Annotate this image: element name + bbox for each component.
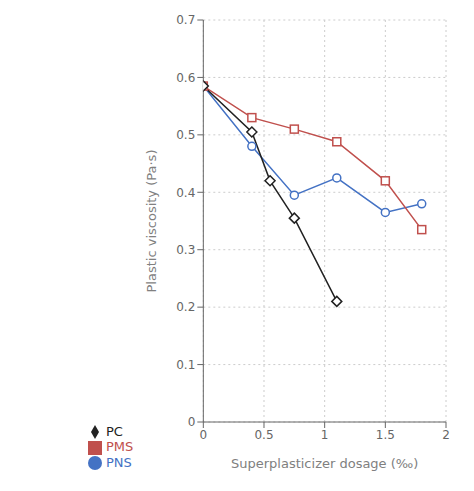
html-text:PC: PC <box>106 423 123 439</box>
svg-text:Plastic viscosity (Pa·s): Plastic viscosity (Pa·s) <box>144 150 159 293</box>
svg-text:0.6: 0.6 <box>176 71 195 85</box>
svg-text:0.5: 0.5 <box>254 428 273 442</box>
svg-text:0.4: 0.4 <box>176 186 195 200</box>
svg-text:0.3: 0.3 <box>176 243 195 257</box>
svg-text:2: 2 <box>442 428 450 442</box>
svg-text:0.5: 0.5 <box>176 128 195 142</box>
svg-text:0: 0 <box>188 415 196 429</box>
svg-text:0.2: 0.2 <box>176 300 195 314</box>
svg-text:1.5: 1.5 <box>376 428 395 442</box>
html-text:PMS: PMS <box>106 439 134 454</box>
svg-text:0: 0 <box>199 428 207 442</box>
svg-text:0.1: 0.1 <box>176 358 195 372</box>
svg-text:1: 1 <box>321 428 329 442</box>
svg-text:0.7: 0.7 <box>176 13 195 27</box>
html-text:PNS: PNS <box>106 454 132 470</box>
svg-text:Superplasticizer dosage (‰): Superplasticizer dosage (‰) <box>231 456 418 471</box>
